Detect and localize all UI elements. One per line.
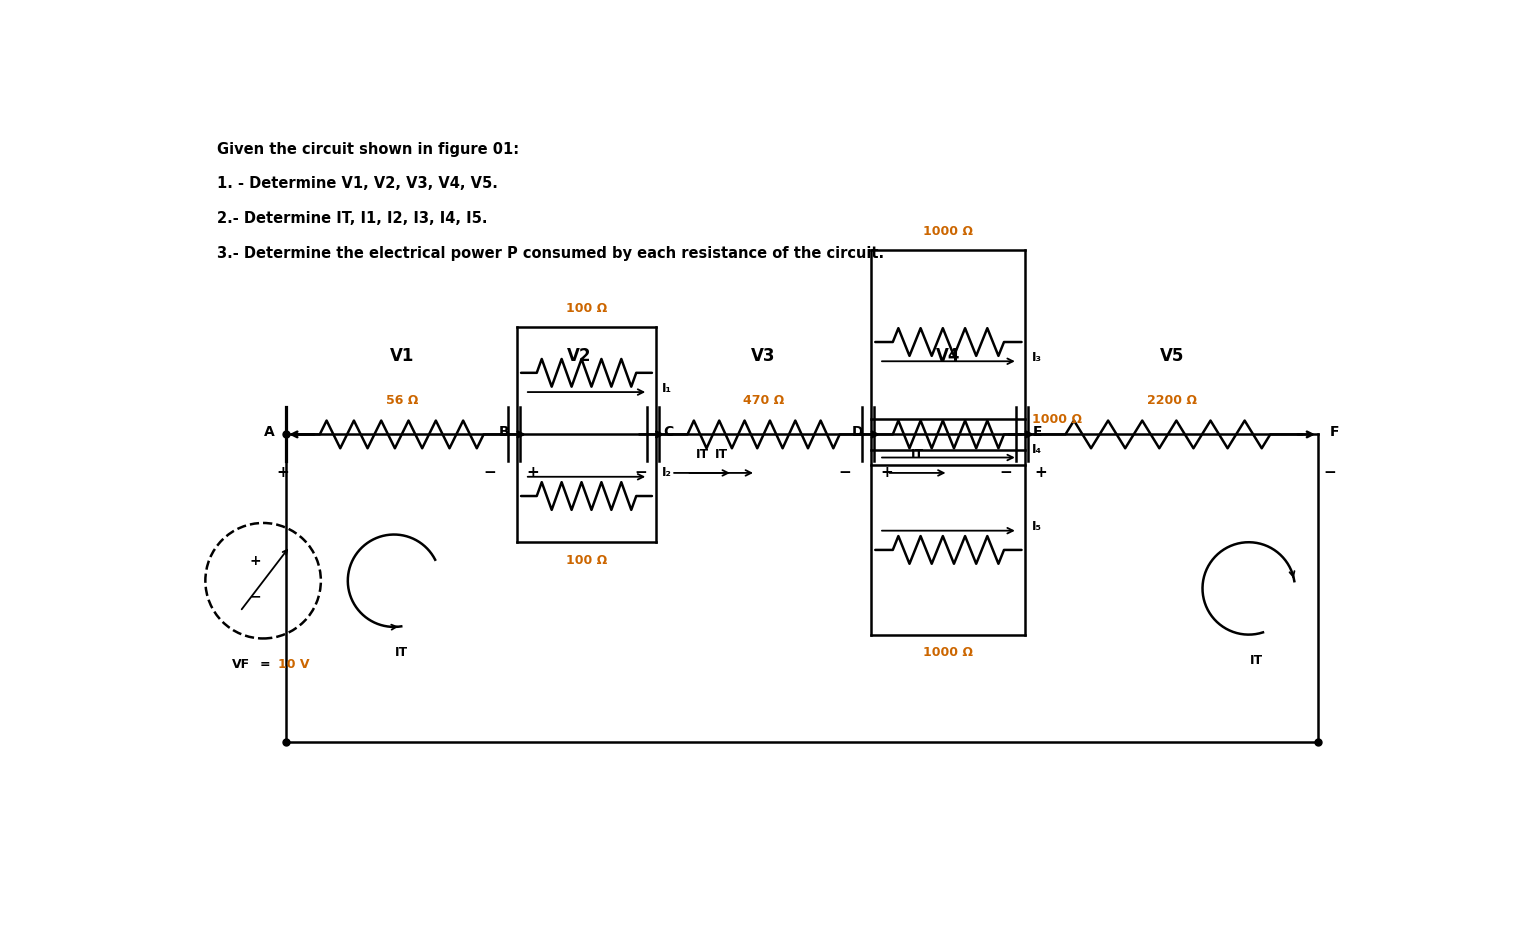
Text: F: F [1330, 425, 1339, 439]
Text: IT: IT [1249, 654, 1263, 667]
Text: VF: VF [233, 658, 251, 671]
Text: −: − [1324, 465, 1336, 480]
Text: D: D [853, 425, 863, 439]
Text: IT: IT [714, 448, 728, 461]
Text: +: + [277, 465, 289, 480]
Text: 1. - Determine V1, V2, V3, V4, V5.: 1. - Determine V1, V2, V3, V4, V5. [217, 176, 497, 191]
Text: I₄: I₄ [1032, 444, 1041, 456]
Text: 2.- Determine IT, I1, I2, I3, I4, I5.: 2.- Determine IT, I1, I2, I3, I4, I5. [217, 211, 488, 226]
Text: +: + [1035, 465, 1047, 480]
Text: −: − [1000, 465, 1012, 480]
Text: 1000 Ω: 1000 Ω [924, 646, 973, 659]
Text: 100 Ω: 100 Ω [565, 302, 606, 315]
Text: I₁: I₁ [663, 382, 672, 395]
Text: 100 Ω: 100 Ω [565, 553, 606, 567]
Text: 2200 Ω: 2200 Ω [1146, 395, 1196, 407]
Text: 10 V: 10 V [278, 658, 310, 671]
Text: C: C [664, 425, 673, 439]
Text: +: + [880, 465, 894, 480]
Text: I₅: I₅ [1032, 521, 1041, 534]
Text: E: E [1034, 425, 1043, 439]
Text: Given the circuit shown in figure 01:: Given the circuit shown in figure 01: [217, 142, 518, 157]
Text: I₃: I₃ [1032, 351, 1041, 364]
Text: B: B [499, 425, 509, 439]
Text: V2: V2 [567, 347, 591, 365]
Text: −: − [249, 589, 261, 603]
Text: +: + [249, 554, 261, 568]
Text: 1000 Ω: 1000 Ω [1032, 413, 1082, 426]
Text: IT: IT [696, 448, 708, 461]
Text: 3.- Determine the electrical power P consumed by each resistance of the circuit.: 3.- Determine the electrical power P con… [217, 246, 885, 261]
Text: 56 Ω: 56 Ω [386, 395, 418, 407]
Text: +: + [526, 465, 540, 480]
Text: V3: V3 [751, 347, 775, 365]
Text: V5: V5 [1160, 347, 1184, 365]
Text: IT: IT [910, 448, 924, 461]
Text: −: − [483, 465, 497, 480]
Text: A: A [264, 425, 275, 439]
Text: V4: V4 [936, 347, 961, 365]
Text: −: − [634, 465, 648, 480]
Text: −: − [838, 465, 851, 480]
Text: V1: V1 [389, 347, 413, 365]
Text: IT: IT [395, 646, 409, 659]
Text: I₂: I₂ [663, 466, 672, 479]
Text: 1000 Ω: 1000 Ω [924, 225, 973, 238]
Text: 470 Ω: 470 Ω [743, 395, 784, 407]
Text: =: = [260, 658, 271, 671]
